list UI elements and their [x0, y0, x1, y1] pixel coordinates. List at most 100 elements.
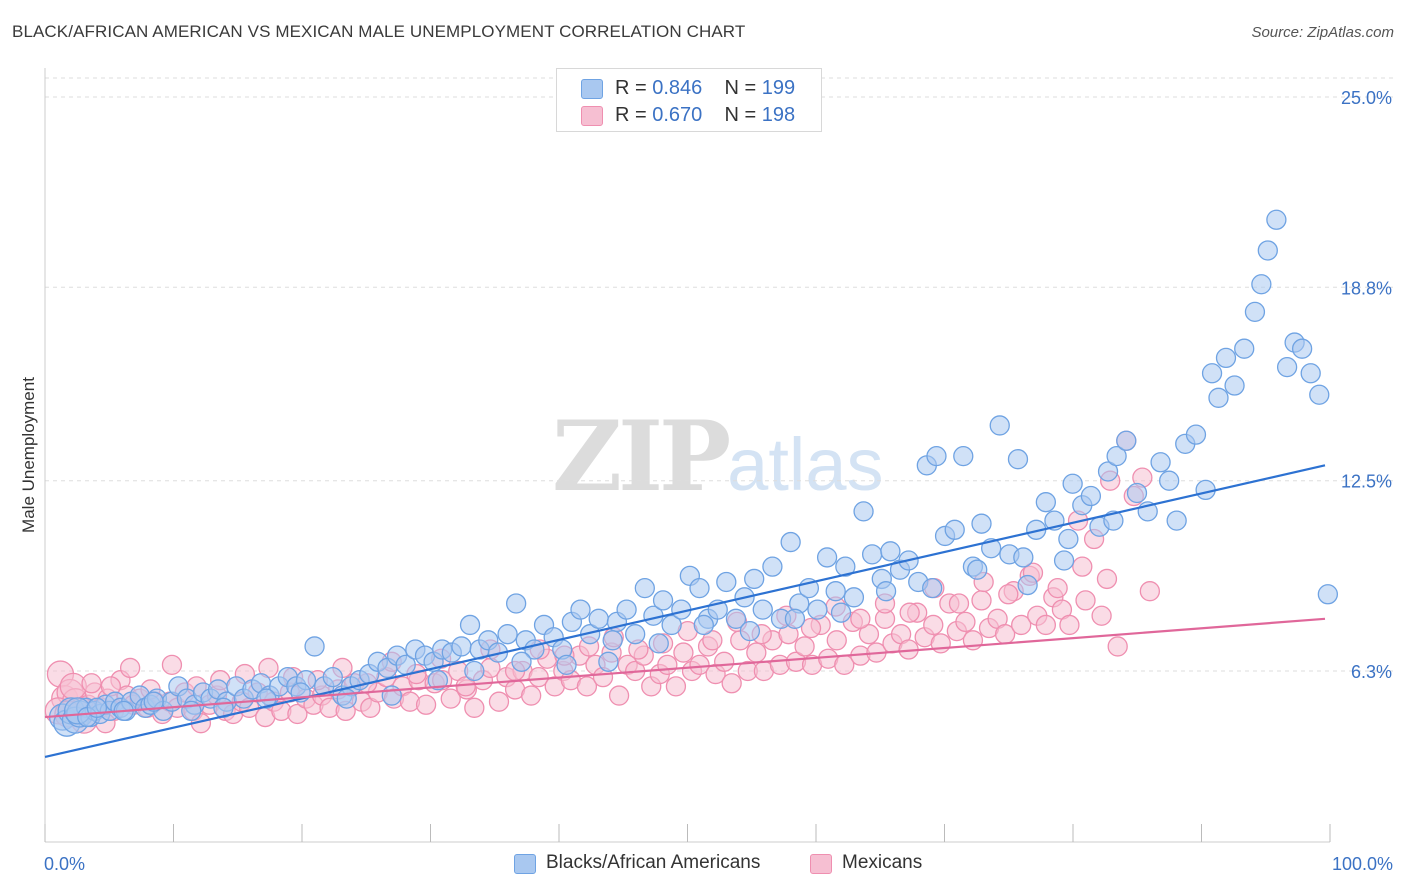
- point-blacks: [556, 654, 577, 676]
- point-blacks: [1007, 449, 1029, 470]
- point-blacks: [922, 577, 943, 599]
- legend-swatch-pink: [810, 854, 832, 874]
- point-blacks: [725, 608, 747, 629]
- point-blacks: [825, 581, 846, 602]
- point-mexicans: [1047, 577, 1068, 599]
- legend-n-value: 198: [761, 104, 796, 126]
- x-tick-label: 100.0%: [1332, 854, 1393, 874]
- point-mexicans: [1075, 590, 1096, 611]
- legend-r-value: 0.670: [652, 104, 703, 126]
- point-blacks: [1058, 528, 1079, 550]
- point-blacks: [693, 614, 714, 636]
- point-mexicans: [1035, 614, 1056, 636]
- point-mexicans: [528, 666, 549, 688]
- point-blacks: [634, 577, 655, 599]
- point-blacks: [1266, 209, 1287, 230]
- point-blacks: [1097, 461, 1119, 482]
- point-mexicans: [930, 633, 951, 654]
- point-mexicans: [948, 593, 970, 614]
- point-blacks: [1317, 584, 1339, 605]
- point-mexicans: [576, 676, 598, 697]
- point-blacks: [322, 666, 343, 688]
- point-blacks: [1017, 574, 1038, 596]
- watermark: ZIPatlas: [552, 400, 883, 513]
- point-mexicans: [287, 703, 308, 725]
- point-blacks: [625, 624, 646, 645]
- point-blacks: [1150, 452, 1171, 473]
- legend-n-label: N =: [724, 77, 757, 99]
- point-blacks: [1251, 274, 1272, 295]
- correlation-legend: R = 0.846 N = 199 R = 0.670 N = 198: [556, 68, 822, 132]
- point-blacks: [689, 577, 710, 599]
- point-blacks: [971, 513, 992, 534]
- legend-r-value: 0.846: [652, 77, 703, 99]
- point-mexicans: [971, 590, 992, 611]
- point-mexicans: [1139, 581, 1161, 602]
- source-label: Source: ZipAtlas.com: [1251, 24, 1394, 41]
- point-blacks: [427, 670, 449, 691]
- point-mexicans: [826, 630, 847, 651]
- point-blacks: [652, 590, 674, 611]
- legend-swatch-blue: [514, 854, 536, 874]
- legend-r-label: R =: [615, 104, 647, 126]
- point-mexicans: [608, 685, 630, 706]
- point-blacks: [1106, 445, 1127, 467]
- point-blacks: [744, 568, 765, 590]
- point-blacks: [598, 651, 619, 672]
- point-mexicans: [955, 611, 976, 633]
- legend-r-label: R =: [615, 77, 647, 99]
- point-blacks: [505, 593, 527, 614]
- point-blacks: [784, 608, 806, 629]
- point-blacks: [143, 691, 164, 712]
- point-blacks: [1309, 384, 1330, 405]
- point-blacks: [1013, 547, 1034, 568]
- point-blacks: [780, 531, 801, 553]
- point-blacks: [648, 633, 669, 654]
- point-blacks: [570, 599, 591, 620]
- point-blacks: [336, 688, 357, 709]
- point-blacks: [1053, 550, 1075, 571]
- point-blacks: [588, 608, 609, 629]
- point-blacks: [926, 445, 947, 467]
- point-mexicans: [521, 685, 542, 706]
- point-mexicans: [1072, 556, 1093, 577]
- legend-swatch-blue: [581, 79, 603, 99]
- point-mexicans: [721, 673, 742, 694]
- point-mexicans: [440, 688, 461, 709]
- y-tick-label: 12.5%: [1341, 472, 1392, 492]
- series-legend: Blacks/African Americans Mexicans: [0, 852, 1406, 876]
- point-blacks: [464, 660, 485, 682]
- point-mexicans: [657, 654, 678, 676]
- point-blacks: [602, 630, 623, 651]
- point-mexicans: [1059, 614, 1080, 636]
- point-mexicans: [714, 651, 735, 672]
- y-tick-label: 25.0%: [1341, 88, 1392, 108]
- point-blacks: [1234, 338, 1255, 359]
- point-mexicans: [119, 657, 141, 679]
- legend-label-blacks: Blacks/African Americans: [546, 852, 761, 873]
- point-blacks: [967, 559, 988, 580]
- trendline-mexicans: [44, 617, 1326, 719]
- point-mexicans: [1096, 568, 1118, 590]
- point-blacks: [451, 636, 472, 657]
- point-blacks: [616, 599, 637, 620]
- point-mexicans: [899, 602, 920, 623]
- point-blacks: [716, 571, 737, 593]
- point-blacks: [497, 624, 518, 645]
- point-blacks: [843, 587, 865, 608]
- point-blacks: [1116, 430, 1137, 451]
- x-tick-label: 0.0%: [44, 854, 85, 874]
- point-blacks: [1224, 375, 1245, 396]
- legend-swatch-pink: [581, 106, 603, 126]
- point-blacks: [1166, 510, 1187, 531]
- point-blacks: [830, 602, 852, 623]
- point-blacks: [459, 614, 481, 636]
- chart-title: BLACK/AFRICAN AMERICAN VS MEXICAN MALE U…: [12, 22, 746, 41]
- y-tick-label: 6.3%: [1351, 662, 1392, 682]
- point-blacks: [1276, 356, 1298, 378]
- point-blacks: [853, 501, 874, 522]
- point-blacks: [816, 547, 838, 568]
- watermark-zip: ZIP: [552, 400, 731, 513]
- point-blacks: [1201, 363, 1223, 384]
